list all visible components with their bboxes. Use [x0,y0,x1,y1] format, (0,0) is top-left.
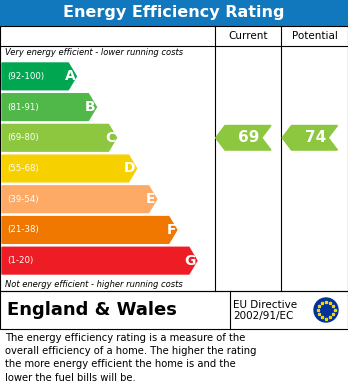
Text: Energy Efficiency Rating: Energy Efficiency Rating [63,5,285,20]
Text: A: A [65,69,75,83]
Polygon shape [2,94,96,120]
Text: (1-20): (1-20) [7,256,33,265]
Polygon shape [216,126,271,150]
Text: G: G [184,254,196,268]
Text: 69: 69 [238,130,260,145]
Text: Current: Current [228,31,268,41]
Bar [0,291,348,329]
Bar [0,26,348,291]
Polygon shape [2,155,137,182]
Text: (39-54): (39-54) [7,195,39,204]
Polygon shape [2,186,157,213]
Text: C: C [105,131,116,145]
Text: England & Wales: England & Wales [7,301,177,319]
Text: F: F [166,223,176,237]
Circle shape [314,298,338,322]
Text: (81-91): (81-91) [7,102,39,111]
Bar [0,0,348,26]
Polygon shape [282,126,338,150]
Text: E: E [146,192,156,206]
Polygon shape [2,217,177,243]
Text: Potential: Potential [292,31,338,41]
Text: EU Directive: EU Directive [233,300,297,310]
Polygon shape [2,63,76,90]
Text: 74: 74 [305,130,326,145]
Text: (55-68): (55-68) [7,164,39,173]
Text: B: B [85,100,95,114]
Text: (69-80): (69-80) [7,133,39,142]
Polygon shape [2,247,197,274]
Text: Not energy efficient - higher running costs: Not energy efficient - higher running co… [5,280,183,289]
Text: D: D [124,161,136,176]
Text: Very energy efficient - lower running costs: Very energy efficient - lower running co… [5,48,183,57]
Text: (21-38): (21-38) [7,226,39,235]
Text: 2002/91/EC: 2002/91/EC [233,311,293,321]
Text: (92-100): (92-100) [7,72,44,81]
Text: The energy efficiency rating is a measure of the
overall efficiency of a home. T: The energy efficiency rating is a measur… [5,333,256,383]
Polygon shape [2,124,117,151]
